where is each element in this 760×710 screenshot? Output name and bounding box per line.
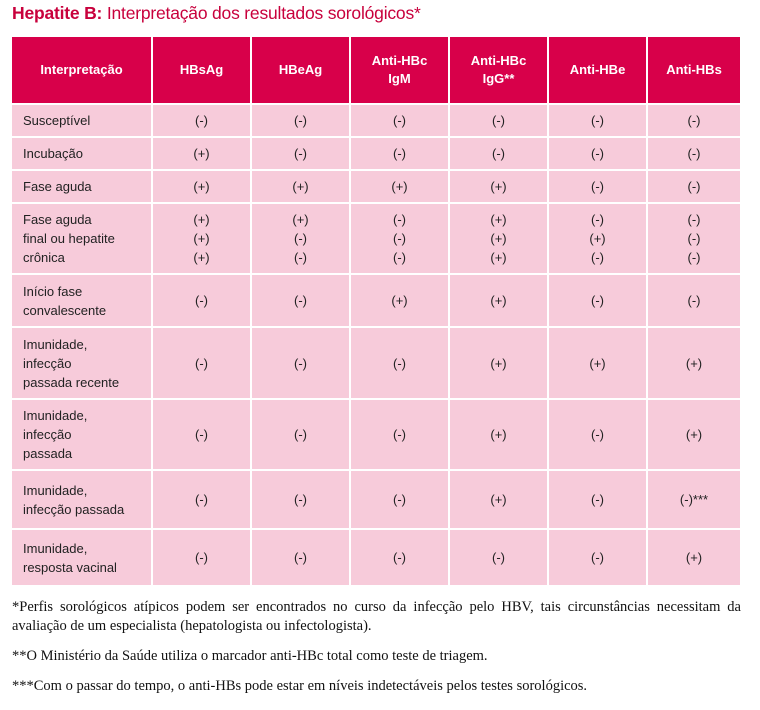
table-row: Imunidade, infecção passada recente (-) (-)(… xyxy=(12,326,740,400)
row-label: Imunidade, resposta vacinal xyxy=(12,528,153,585)
serology-table: Interpretação HBsAg HBeAg Anti-HBc IgM An… xyxy=(12,37,740,585)
footnote-1: *Perfis sorológicos atípicos podem ser e… xyxy=(12,599,741,634)
title-rest: Interpretação dos resultados sorológicos… xyxy=(102,3,421,23)
result-cell: (+) (+) (+) xyxy=(151,202,252,275)
result-cell: (+) xyxy=(448,273,549,328)
result-cell: (-) xyxy=(151,103,252,138)
table-row: Incubação (+) (-) (-) (-) (-) (-) xyxy=(12,136,740,171)
result-cell: (+) xyxy=(151,136,252,171)
row-label: Imunidade, infecção passada xyxy=(12,398,153,471)
result-cell: (+) xyxy=(250,169,351,204)
result-cell: (-) xyxy=(349,398,450,471)
result-cell: (+) xyxy=(448,169,549,204)
footnotes: *Perfis sorológicos atípicos podem ser e… xyxy=(12,598,741,707)
result-cell: (-) xyxy=(547,469,648,530)
table-row: Fase aguda final ou hepatite crônica (+) (+)… xyxy=(12,202,740,275)
result-cell: (-) (-) (-) xyxy=(349,202,450,275)
result-cell: (+) xyxy=(448,326,549,400)
row-label: Imunidade, infecção passada xyxy=(12,469,153,530)
header-anti-hbc-igm: Anti-HBc IgM xyxy=(349,37,450,104)
title-bold: Hepatite B: xyxy=(12,3,103,23)
result-cell: (+) xyxy=(646,398,740,471)
result-cell: (-) xyxy=(646,273,740,328)
result-cell: (-) (-) (-) xyxy=(646,202,740,275)
header-anti-hbc-igg: Anti-HBc IgG** xyxy=(448,37,549,104)
result-cell: (-) xyxy=(547,169,648,204)
result-cell: (-) xyxy=(250,103,351,138)
result-cell: (-) xyxy=(646,169,740,204)
result-cell: (-) xyxy=(349,469,450,530)
result-cell: (-) xyxy=(250,136,351,171)
result-cell: (+) xyxy=(646,528,740,585)
table-row: Imunidade, infecção passada (-) (-) (-) (+) (-… xyxy=(12,469,740,530)
header-hbeag: HBeAg xyxy=(250,37,351,104)
footnote-2: **O Ministério da Saúde utiliza o marcad… xyxy=(12,648,488,664)
header-interpretacao: Interpretação xyxy=(12,37,153,104)
table-row: Fase aguda (+) (+) (+) (+) (-) (-) xyxy=(12,169,740,204)
row-label: Imunidade, infecção passada recente xyxy=(12,326,153,400)
result-cell: (-) xyxy=(250,398,351,471)
row-label: Susceptível xyxy=(12,103,153,138)
header-hbsag: HBsAg xyxy=(151,37,252,104)
result-cell: (+) xyxy=(349,169,450,204)
result-cell: (+) (+) (+) xyxy=(448,202,549,275)
result-cell: (-) xyxy=(151,469,252,530)
result-cell: (-) xyxy=(349,136,450,171)
row-label: Fase aguda final ou hepatite crônica xyxy=(12,202,153,275)
result-cell: (-) xyxy=(250,528,351,585)
table-row: Imunidade, resposta vacinal (-) (-) (-) (-) (-… xyxy=(12,528,740,585)
header-anti-hbs: Anti-HBs xyxy=(646,37,740,104)
result-cell: (-) xyxy=(349,103,450,138)
table-row: Imunidade, infecção passada (-) (-) (-) (+) (-)… xyxy=(12,398,740,471)
result-cell: (-) xyxy=(151,528,252,585)
result-cell: (-) xyxy=(151,326,252,400)
result-cell: (-) xyxy=(646,103,740,138)
result-cell: (+) (-) (-) xyxy=(250,202,351,275)
result-cell: (-) xyxy=(250,273,351,328)
result-cell: (-) xyxy=(250,326,351,400)
header-anti-hbe: Anti-HBe xyxy=(547,37,648,104)
result-cell: (-) (+) (-) xyxy=(547,202,648,275)
row-label: Início fase convalescente xyxy=(12,273,153,328)
result-cell: (+) xyxy=(547,326,648,400)
result-cell: (+) xyxy=(349,273,450,328)
result-cell: (+) xyxy=(448,469,549,530)
result-cell: (-) xyxy=(448,136,549,171)
result-cell: (+) xyxy=(646,326,740,400)
result-cell: (-) xyxy=(646,136,740,171)
result-cell: (-) xyxy=(349,326,450,400)
result-cell: (-) xyxy=(547,528,648,585)
row-label: Incubação xyxy=(12,136,153,171)
footnote-3: ***Com o passar do tempo, o anti-HBs pod… xyxy=(12,678,588,694)
result-cell: (-) xyxy=(448,528,549,585)
result-cell: (-) xyxy=(547,273,648,328)
table-row: Início fase convalescente (-) (-) (+) (+) (-)(… xyxy=(12,273,740,328)
result-cell: (-) xyxy=(547,103,648,138)
result-cell: (-) xyxy=(547,136,648,171)
result-cell: (-) xyxy=(151,398,252,471)
result-cell: (-)*** xyxy=(646,469,740,530)
result-cell: (-) xyxy=(151,273,252,328)
result-cell: (-) xyxy=(547,398,648,471)
result-cell: (-) xyxy=(349,528,450,585)
table-row: Susceptível (-) (-) (-) (-) (-) (-) xyxy=(12,103,740,138)
result-cell: (+) xyxy=(448,398,549,471)
result-cell: (+) xyxy=(151,169,252,204)
table-header-row: Interpretação HBsAg HBeAg Anti-HBc IgM An… xyxy=(12,37,740,104)
row-label: Fase aguda xyxy=(12,169,153,204)
page-title: Hepatite B: Interpretação dos resultados… xyxy=(12,3,421,24)
result-cell: (-) xyxy=(250,469,351,530)
result-cell: (-) xyxy=(448,103,549,138)
